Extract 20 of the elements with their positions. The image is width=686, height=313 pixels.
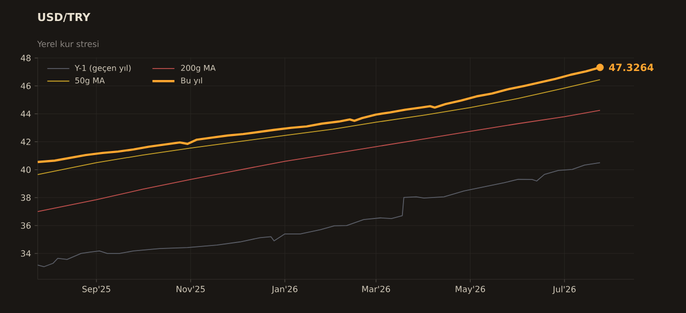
y-tick-label: 46: [20, 82, 31, 90]
x-tick-label: Mar'26: [362, 286, 390, 292]
line-series: [37, 162, 600, 268]
line-series: [37, 110, 600, 212]
x-tick-label: Jul'26: [552, 286, 576, 294]
y-tick-label: 34: [21, 250, 31, 257]
y-tick-label: 42: [20, 138, 30, 145]
chart-subtitle: Yerel kur stresi: [37, 40, 98, 48]
y-tick-label: 48: [20, 54, 31, 62]
y-tick-label: 44: [20, 110, 31, 117]
x-tick-label: Sep'25: [82, 286, 110, 294]
chart-title: USD/TRY: [38, 12, 90, 22]
x-tick-label: May'26: [456, 286, 486, 294]
line-series: [37, 79, 600, 176]
y-tick-label: 36: [21, 222, 31, 229]
y-tick-label: 40: [20, 166, 31, 173]
x-tick-label: Jan'26: [271, 286, 298, 294]
y-tick-label: 38: [21, 194, 31, 201]
x-tick-label: Nov'25: [176, 286, 205, 292]
annotation: 47.3264: [609, 64, 654, 72]
